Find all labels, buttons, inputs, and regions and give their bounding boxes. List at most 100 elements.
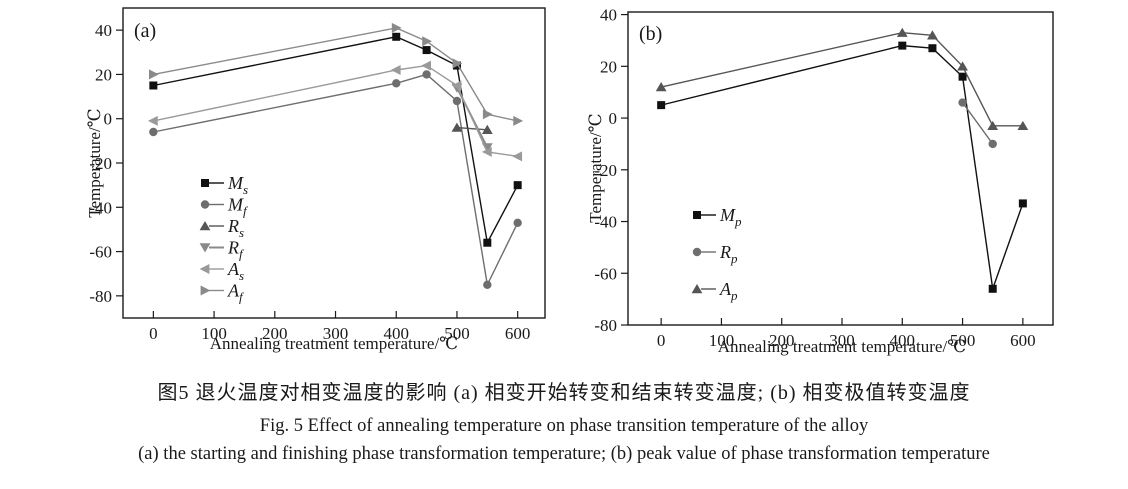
marker-triangle-right	[452, 58, 463, 69]
marker-triangle-right	[482, 109, 493, 120]
series-Rp-line	[962, 102, 994, 145]
series-Af-line	[153, 27, 518, 122]
marker-square	[657, 101, 666, 110]
marker-triangle-left	[147, 115, 158, 126]
y-tick-label: -80	[594, 316, 617, 335]
marker-square	[958, 72, 967, 81]
charts-canvas: 0 100 200 300 400 500 600-80-60-40-2002040Anne…	[85, 6, 1054, 356]
y-tick-label: -60	[89, 243, 112, 262]
series-Mf-line	[153, 73, 519, 288]
legend-label-Af: Af	[227, 281, 245, 305]
y-tick-label: -60	[594, 264, 617, 283]
marker-triangle-left	[390, 65, 401, 75]
x-tick-label: 400	[890, 331, 916, 350]
marker-square	[898, 41, 907, 50]
marker-square	[988, 284, 997, 293]
marker-triangle-up	[451, 122, 463, 132]
x-axis-label: Annealing treatment temperature/℃	[718, 337, 966, 356]
caption-line-en: Fig. 5 Effect of annealing temperature o…	[259, 416, 869, 436]
legend-label-sub-Rs: s	[239, 225, 244, 240]
marker-triangle-right	[200, 285, 211, 296]
marker-square	[149, 81, 158, 90]
legend-entry-Rp: Rp	[692, 242, 738, 266]
x-tick-label: 600	[1010, 331, 1036, 350]
marker-triangle-right	[391, 22, 402, 33]
legend-label-Ap: Ap	[719, 279, 738, 303]
y-axis-label: Temperature/℃	[85, 108, 104, 217]
legend-label-Mp: Mp	[719, 205, 742, 229]
legend-label-As: As	[227, 259, 244, 283]
x-tick-label: 500	[950, 331, 976, 350]
x-tick-label: 600	[505, 324, 531, 343]
legend-label-Rs: Rs	[227, 216, 244, 240]
marker-triangle-up	[927, 30, 938, 40]
legend: Mp Rp Ap	[691, 205, 742, 303]
panel-label: (b)	[639, 23, 662, 45]
x-tick-label: 400	[383, 324, 409, 343]
chart-b: 0 100 200 300 400 500 600 -80 -60 -40 -20 0 20 40 Anne…	[586, 6, 1054, 356]
x-axis-label: Annealing treatment temperature/℃	[210, 334, 458, 353]
legend-label-Rp: Rp	[719, 242, 738, 266]
marker-triangle-left	[199, 264, 210, 274]
legend-entry-Ap: Ap	[691, 279, 738, 303]
marker-square	[483, 238, 492, 247]
marker-circle	[988, 139, 997, 149]
marker-square	[392, 32, 401, 41]
marker-triangle-up	[987, 120, 999, 131]
marker-triangle-left	[512, 151, 523, 162]
marker-square	[422, 46, 431, 55]
legend-label-sub-Rf: f	[239, 247, 245, 262]
x-tick-label: 100	[709, 331, 735, 350]
legend-entry-Mp: Mp	[693, 205, 742, 229]
legend-label-sub-Af: f	[239, 290, 245, 305]
x-tick-label: 500	[444, 324, 470, 343]
marker-circle	[958, 98, 967, 107]
y-tick-label: 20	[95, 65, 112, 84]
y-axis-label: Temperature/℃	[586, 113, 605, 222]
legend-entry-Ms: Ms	[201, 173, 248, 197]
marker-triangle-up	[199, 221, 211, 231]
marker-triangle-left	[481, 146, 492, 157]
x-tick-label: 300	[829, 331, 855, 350]
marker-circle	[692, 247, 702, 257]
legend-label-sub-Rp: p	[730, 251, 738, 266]
legend-label-sub-As: s	[239, 268, 244, 283]
plot-border	[627, 11, 1054, 326]
legend-entry-Rs: Rs	[199, 216, 244, 240]
marker-triangle-up	[896, 27, 908, 37]
legend-entry-Rf: Rf	[199, 238, 245, 262]
marker-triangle-up	[1017, 120, 1029, 131]
legend-label-Ms: Ms	[227, 173, 248, 197]
x-tick-label: 200	[262, 324, 288, 343]
marker-square	[201, 179, 209, 187]
legend-label-sub-Ms: s	[243, 182, 248, 197]
marker-circle	[513, 218, 522, 227]
marker-triangle-right	[422, 36, 432, 47]
y-tick-label: 40	[600, 6, 617, 25]
marker-circle	[422, 70, 431, 79]
legend-label-sub-Mp: p	[734, 214, 742, 229]
marker-triangle-left	[451, 80, 462, 91]
legend-label-Mf: Mf	[227, 195, 249, 219]
legend-label-sub-Mf: f	[243, 204, 249, 219]
figure-caption: 图5 退火温度对相变温度的影响 (a) 相变开始转变和结束转变温度; (b) 相…	[0, 366, 1128, 465]
series-Mp-line	[660, 44, 1024, 290]
series-Ms-line	[153, 36, 519, 245]
marker-circle	[392, 79, 401, 88]
marker-triangle-up	[691, 284, 703, 294]
marker-triangle-up	[481, 124, 493, 134]
legend-entry-Mf: Mf	[200, 195, 249, 219]
marker-square	[693, 211, 701, 219]
x-tick-label: 200	[769, 331, 795, 350]
chart-a: 0 100 200 300 400 500 600 -80 -60 -40 -20 0 20 40 Anne…	[85, 7, 546, 353]
marker-circle	[149, 127, 158, 137]
x-tick-label: 300	[323, 324, 349, 343]
series-As-line	[153, 64, 518, 158]
y-tick-label: 0	[609, 109, 618, 128]
marker-circle	[452, 96, 462, 106]
marker-square	[1018, 199, 1027, 208]
y-tick-label: -80	[89, 287, 112, 306]
legend-label-Rf: Rf	[227, 238, 245, 262]
